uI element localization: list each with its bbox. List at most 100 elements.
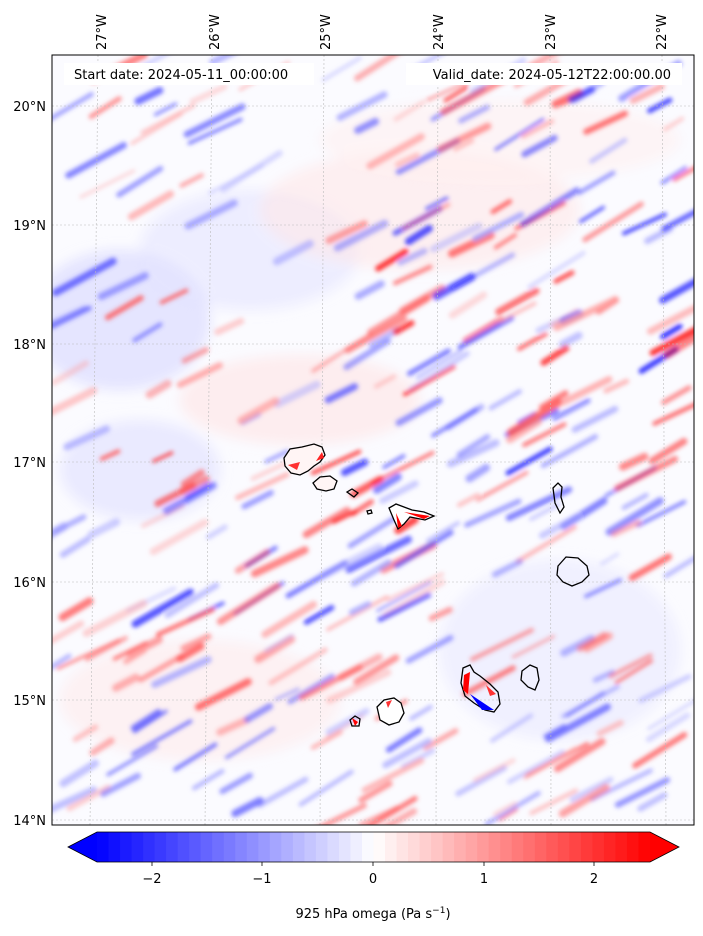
omega-stripe [661, 209, 694, 232]
omega-stripe [440, 76, 508, 116]
omega-stripe [579, 205, 606, 224]
colorbar-step [511, 832, 524, 862]
omega-stripe [52, 305, 87, 325]
island-santiago [460, 664, 501, 713]
lon-tick-label: 24°W [432, 14, 447, 50]
omega-stripe [52, 786, 97, 813]
colorbar-step [477, 832, 490, 862]
omega-stripe [333, 219, 389, 252]
omega-stripe [521, 134, 558, 158]
omega-stripe [499, 301, 537, 323]
omega-stripe [379, 480, 419, 504]
omega-stripe [636, 500, 687, 528]
omega-stripe [178, 475, 210, 495]
omega-stripe [491, 558, 523, 578]
colorbar-step [373, 832, 386, 862]
lat-tick-label: 15°N [13, 694, 46, 709]
valid-date-label: Valid_date: 2024-05-12T22:00:00.00 [433, 68, 671, 83]
omega-stripe [647, 97, 673, 114]
colorbar-step [327, 832, 340, 862]
omega-stripe [561, 684, 620, 719]
omega-stripe [274, 687, 300, 701]
omega-stripe [659, 278, 694, 304]
omega-stripe [52, 620, 85, 645]
lon-tick-label: 25°W [319, 14, 334, 50]
omega-stripe [529, 788, 579, 816]
omega-stripe [250, 546, 309, 578]
omega-stripe [540, 434, 599, 469]
colorbar-step [223, 832, 236, 862]
omega-stripe [184, 199, 238, 230]
omega-stripe [319, 543, 384, 580]
omega-stripe [59, 759, 99, 788]
omega-stripe [551, 397, 591, 422]
omega-stripe [494, 118, 545, 151]
omega-stripe [455, 765, 507, 797]
omega-stripe [237, 397, 280, 425]
colorbar-step [361, 832, 375, 862]
colorbar-step [523, 832, 536, 862]
omega-stripe [52, 653, 72, 670]
omega-stripe [52, 257, 117, 297]
omega-stripe [106, 744, 159, 777]
omega-stripe [539, 390, 569, 411]
omega-stripe [340, 458, 369, 477]
omega-stripe [180, 469, 205, 488]
omega-stripe [216, 582, 281, 625]
omega-stripe [72, 724, 99, 743]
colorbar-step [235, 832, 248, 862]
omega-stripe [431, 407, 478, 438]
omega-stripe [134, 86, 164, 105]
omega-stripe [610, 519, 642, 538]
lon-tick-label: 22°W [655, 14, 670, 50]
omega-stripe [652, 402, 694, 426]
omega-stripe [429, 222, 483, 253]
omega-stripe [181, 347, 210, 364]
omega-stripe [350, 559, 392, 587]
omega-stripe [538, 513, 581, 539]
lon-tick-label: 26°W [208, 14, 223, 50]
omega-stripe [173, 742, 218, 772]
omega-stripe [155, 607, 215, 637]
omega-stripe [398, 284, 446, 315]
omega-stripe [257, 776, 309, 808]
omega-stripe [645, 712, 691, 743]
colorbar-step [97, 832, 110, 862]
omega-stripe [462, 665, 516, 697]
omega-stripe [462, 316, 505, 344]
omega-stripe [621, 492, 649, 510]
colorbar-step [143, 832, 156, 862]
omega-stripe [82, 599, 148, 638]
omega-stripe [394, 515, 419, 535]
lat-tick-label: 17°N [13, 456, 46, 471]
omega-stripe [100, 772, 141, 798]
omega-stripe [560, 376, 613, 406]
lat-tick-label: 20°N [13, 100, 46, 115]
omega-stripe [345, 535, 412, 573]
omega-stripe [490, 199, 513, 215]
omega-stripe [519, 187, 580, 227]
colorbar-steps [97, 832, 651, 862]
colorbar-step [246, 832, 259, 862]
omega-stripe [126, 635, 163, 659]
omega-stripe [56, 638, 121, 670]
omega-stripe [622, 212, 667, 236]
omega-stripe [87, 518, 121, 539]
omega-stripe [456, 492, 481, 508]
omega-stripe [529, 502, 561, 522]
lon-tick-label: 27°W [95, 14, 110, 50]
omega-stripe [216, 716, 250, 736]
omega-stripe [629, 83, 665, 104]
colorbar-step [500, 832, 513, 862]
island-fogo [376, 697, 405, 726]
omega-stripe [372, 473, 402, 494]
omega-stripe [472, 758, 516, 783]
colorbar-step [557, 832, 570, 862]
colorbar-step [465, 832, 478, 862]
omega-stripe [632, 731, 688, 769]
omega-stripe [176, 362, 223, 388]
omega-stripe [405, 634, 454, 664]
omega-stripe [130, 112, 183, 146]
omega-stripe [577, 170, 616, 195]
